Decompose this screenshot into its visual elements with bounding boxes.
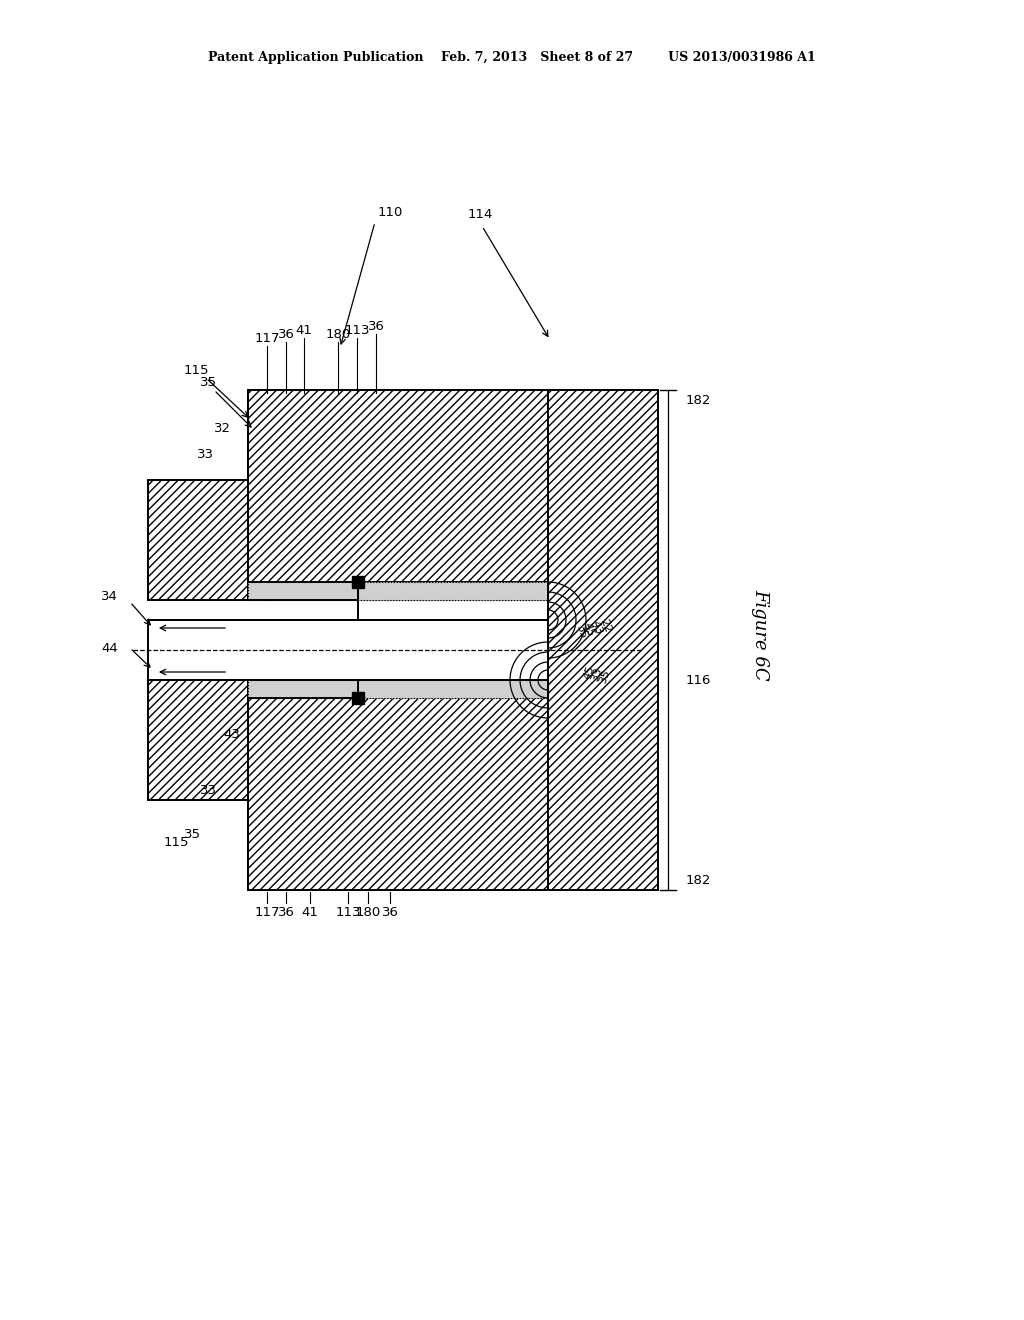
Text: 41: 41 [301, 906, 318, 919]
Bar [352, 692, 364, 704]
Text: 110: 110 [377, 206, 402, 219]
Bar [248, 680, 358, 698]
Text: 35: 35 [574, 624, 588, 640]
Text: 33: 33 [197, 449, 213, 462]
Bar [248, 389, 548, 601]
Bar [358, 582, 548, 601]
Text: 35: 35 [183, 829, 201, 842]
Text: 41: 41 [296, 323, 312, 337]
Text: 35: 35 [200, 376, 216, 389]
Text: 44: 44 [101, 642, 118, 655]
Bar [248, 680, 548, 890]
Text: 117: 117 [254, 906, 280, 919]
Text: 36: 36 [382, 906, 398, 919]
Text: 114: 114 [467, 209, 493, 222]
Text: 180: 180 [326, 327, 350, 341]
Text: 43: 43 [590, 619, 604, 636]
Text: 33: 33 [590, 665, 604, 682]
Text: 45: 45 [582, 622, 596, 639]
Bar [358, 680, 548, 698]
Bar [358, 680, 548, 698]
Text: 182: 182 [686, 393, 712, 407]
Text: 35: 35 [598, 668, 612, 684]
Bar [548, 389, 658, 890]
Text: 116: 116 [686, 673, 712, 686]
Text: 34: 34 [101, 590, 118, 602]
Text: 115: 115 [163, 837, 188, 850]
Bar [148, 480, 248, 601]
Text: 43: 43 [223, 729, 241, 742]
Bar [358, 582, 548, 601]
Text: 115: 115 [183, 363, 209, 376]
Text: Patent Application Publication    Feb. 7, 2013   Sheet 8 of 27        US 2013/00: Patent Application Publication Feb. 7, 2… [208, 51, 816, 65]
Bar [148, 680, 248, 800]
Text: 36: 36 [278, 906, 295, 919]
Text: 45: 45 [582, 664, 596, 680]
Text: 22: 22 [598, 618, 612, 635]
Bar [148, 620, 548, 680]
Bar [248, 582, 358, 601]
Text: 180: 180 [355, 906, 381, 919]
Text: 182: 182 [686, 874, 712, 887]
Bar [352, 576, 364, 587]
Text: 33: 33 [200, 784, 216, 796]
Bar [358, 680, 548, 698]
Text: 36: 36 [368, 319, 384, 333]
Bar [248, 680, 358, 698]
Text: 36: 36 [278, 327, 295, 341]
Bar [358, 582, 548, 601]
Bar [248, 582, 358, 601]
Text: 113: 113 [344, 323, 370, 337]
Bar [248, 582, 358, 601]
Bar [248, 680, 358, 698]
Text: 117: 117 [254, 331, 280, 345]
Text: 113: 113 [335, 906, 360, 919]
Text: Figure 6C: Figure 6C [751, 589, 769, 681]
Text: 32: 32 [213, 421, 230, 434]
